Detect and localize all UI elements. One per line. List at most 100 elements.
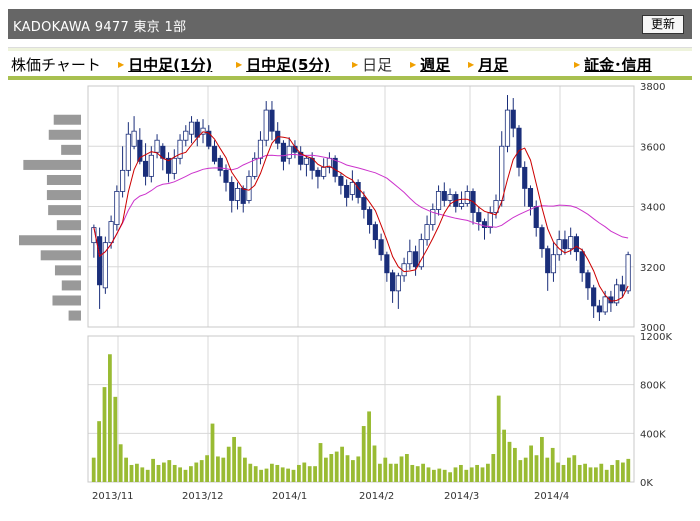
volume-bar bbox=[318, 443, 323, 482]
candle-down bbox=[516, 127, 522, 168]
volume-axis: 1200K 800K 400K 0K bbox=[640, 332, 672, 489]
candle-up bbox=[418, 239, 424, 268]
volume-bar bbox=[410, 464, 415, 482]
price-tick-label: 3600 bbox=[640, 142, 665, 153]
candle-down bbox=[165, 157, 172, 174]
candle-up bbox=[154, 139, 160, 153]
nav-item-label: 日中足(1分) bbox=[128, 56, 213, 74]
candle-up bbox=[602, 296, 608, 313]
candle-down bbox=[510, 109, 516, 129]
volume-bar bbox=[550, 447, 555, 482]
price-axis: 3800 3600 3400 3200 3000 bbox=[640, 82, 665, 334]
candle-down bbox=[539, 227, 545, 250]
volume-bar bbox=[583, 463, 587, 482]
volume-bar bbox=[567, 457, 571, 482]
arrow-right-icon: ▶ bbox=[236, 60, 243, 69]
volume-tick-label: 0K bbox=[640, 478, 653, 489]
profile-bar bbox=[54, 265, 81, 276]
candle-down bbox=[372, 224, 378, 241]
candle-up bbox=[424, 224, 430, 241]
profile-bar bbox=[19, 235, 81, 246]
volume-bar bbox=[97, 421, 101, 482]
candle-up bbox=[447, 194, 453, 201]
candle-up bbox=[125, 133, 131, 171]
arrow-right-icon: ▶ bbox=[118, 60, 125, 69]
candle-up bbox=[435, 191, 442, 210]
volume-bar bbox=[291, 469, 296, 482]
volume-bar bbox=[162, 462, 166, 482]
volume-bar bbox=[221, 457, 226, 482]
volume-bar bbox=[502, 429, 506, 482]
profile-bar bbox=[40, 250, 81, 261]
volume-bar bbox=[232, 436, 236, 482]
volume-bar bbox=[610, 464, 614, 482]
candle-down bbox=[332, 157, 338, 177]
candle-up bbox=[177, 139, 183, 159]
volume-bar bbox=[491, 454, 496, 482]
candle-up bbox=[102, 242, 108, 289]
volume-bar bbox=[194, 462, 199, 482]
candle-down bbox=[579, 251, 585, 274]
candle-up bbox=[171, 157, 177, 174]
candle-down bbox=[344, 185, 350, 198]
nav-item-intraday-1min[interactable]: ▶ 日中足(1分) bbox=[118, 54, 212, 75]
volume-bar bbox=[599, 463, 604, 482]
candle-down bbox=[217, 157, 223, 171]
volume-bar bbox=[118, 444, 123, 482]
nav-item-margin[interactable]: ▶ 証金･信用 bbox=[574, 54, 652, 75]
volume-bar bbox=[388, 463, 393, 482]
candle-down bbox=[390, 272, 396, 292]
volume-grid bbox=[88, 336, 634, 482]
candle-down bbox=[194, 121, 200, 138]
volume-tick-label: 800K bbox=[640, 381, 666, 392]
arrow-right-icon: ▶ bbox=[574, 60, 581, 69]
nav-item-intraday-5min[interactable]: ▶ 日中足(5分) bbox=[236, 54, 330, 75]
candle-down bbox=[315, 169, 321, 177]
profile-bar bbox=[48, 205, 81, 216]
nav-item-weekly[interactable]: ▶ 週足 bbox=[410, 54, 450, 75]
profile-bar bbox=[56, 220, 81, 231]
volume-bar bbox=[545, 457, 550, 482]
price-chart bbox=[91, 95, 631, 321]
volume-bar bbox=[135, 463, 139, 482]
candle-up bbox=[286, 145, 292, 159]
profile-bar bbox=[68, 310, 81, 321]
volume-bar bbox=[286, 468, 290, 482]
candle-down bbox=[481, 221, 488, 228]
candle-up bbox=[430, 209, 436, 225]
candle-up bbox=[499, 145, 505, 201]
candle-up bbox=[148, 154, 154, 177]
refresh-button[interactable]: 更新 bbox=[642, 15, 684, 34]
volume-bar bbox=[156, 464, 161, 482]
candle-up bbox=[349, 181, 355, 195]
volume-bar bbox=[594, 467, 598, 482]
volume-bar bbox=[356, 456, 361, 482]
volume-bar bbox=[151, 458, 155, 482]
volume-bar bbox=[604, 469, 609, 482]
volume-bar bbox=[464, 469, 469, 482]
nav-item-monthly[interactable]: ▶ 月足 bbox=[468, 54, 508, 75]
volume-bar bbox=[297, 464, 301, 482]
volume-bar bbox=[264, 468, 269, 482]
candle-up bbox=[263, 109, 269, 141]
price-chart-frame bbox=[87, 85, 635, 328]
volume-bar bbox=[140, 467, 145, 482]
stock-title: KADOKAWA 9477 東京 1部 bbox=[13, 20, 187, 35]
volume-bar bbox=[480, 467, 485, 482]
candle-down bbox=[361, 197, 367, 210]
volume-bar bbox=[448, 472, 452, 482]
volume-bar bbox=[486, 463, 490, 482]
volume-bar bbox=[253, 466, 258, 482]
volume-bar bbox=[329, 454, 334, 482]
volume-bar bbox=[529, 445, 533, 482]
volume-bar bbox=[459, 464, 463, 482]
volume-bar bbox=[124, 457, 128, 482]
candle-down bbox=[562, 239, 568, 250]
volume-bar bbox=[313, 466, 317, 482]
candle-down bbox=[298, 151, 304, 165]
candle-down bbox=[596, 305, 602, 313]
volume-bar bbox=[372, 445, 377, 482]
candle-up bbox=[614, 284, 620, 304]
candle-up bbox=[183, 130, 189, 141]
candle-down bbox=[97, 236, 103, 286]
